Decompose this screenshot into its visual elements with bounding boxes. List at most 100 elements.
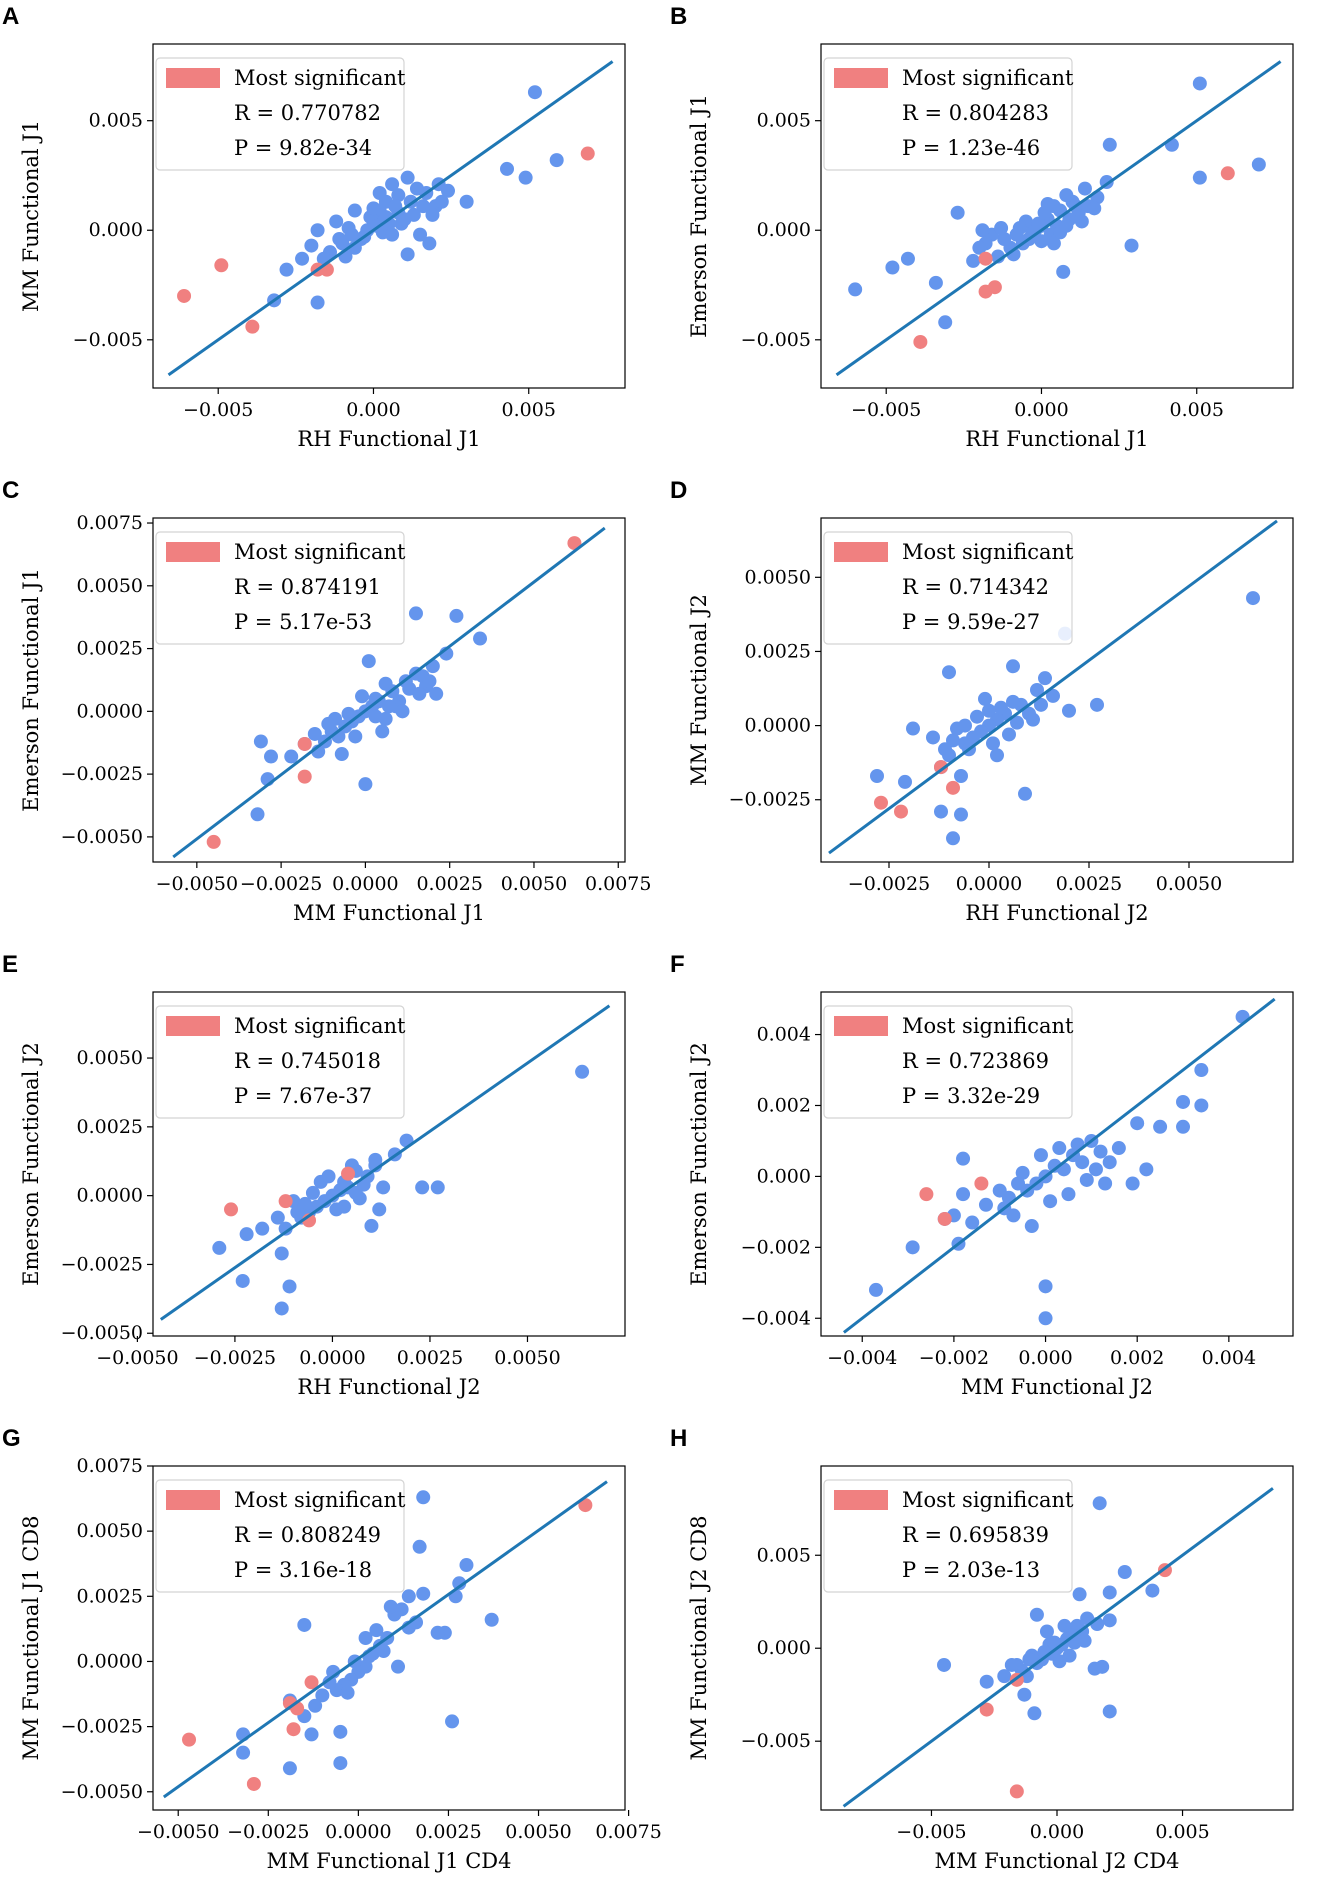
data-point <box>1074 214 1089 229</box>
data-point <box>942 665 956 680</box>
data-point <box>413 227 428 242</box>
panel-letter: A <box>2 3 19 30</box>
significant-point <box>182 1732 197 1747</box>
x-tick-label: 0.0050 <box>494 1347 560 1369</box>
data-point <box>430 1625 445 1640</box>
data-point <box>1102 1704 1117 1719</box>
data-point <box>1046 236 1061 251</box>
legend-swatch <box>834 1490 888 1510</box>
data-point <box>870 769 884 783</box>
legend-label: Most significant <box>234 540 406 564</box>
significant-point <box>937 1211 952 1226</box>
data-point <box>946 831 960 846</box>
y-axis-label: Emerson Functional J2 <box>19 1042 43 1286</box>
chart-svg: E −0.0050 −0.0025 0.0000 0.0025 0.0050 −0.0050… <box>2 951 626 1399</box>
data-point <box>304 238 319 253</box>
data-point <box>956 1151 971 1166</box>
axes-frame <box>820 43 1294 389</box>
data-point <box>310 223 325 238</box>
y-axis-label: MM Functional J2 <box>687 594 711 786</box>
significant-point <box>297 736 312 751</box>
data-point <box>1027 1706 1042 1721</box>
plot-area <box>842 997 1276 1334</box>
data-point <box>575 1064 590 1079</box>
data-point <box>1057 1618 1072 1633</box>
data-point <box>290 1205 305 1220</box>
y-tick-label: 0.0025 <box>77 1116 143 1138</box>
data-point <box>1006 694 1020 709</box>
data-point <box>397 212 412 227</box>
panel-e: E −0.0050 −0.0025 0.0000 0.0025 0.0050 −0.0050… <box>0 948 668 1422</box>
legend-r-value: R = 0.695839 <box>902 1523 1049 1547</box>
data-point <box>348 729 363 744</box>
data-point <box>358 1631 373 1645</box>
data-point <box>965 1215 980 1230</box>
data-point <box>1006 659 1020 674</box>
data-point <box>484 1612 499 1627</box>
data-point <box>415 1180 430 1195</box>
legend-swatch <box>834 1016 888 1036</box>
significant-point <box>304 1675 319 1690</box>
chart-svg: D −0.0025 0.0000 0.0025 0.0050 −0.0025 0.0000 0… <box>670 477 1294 925</box>
x-tick-label: −0.0025 <box>848 873 930 895</box>
significant-point <box>874 795 888 810</box>
data-point <box>1145 1583 1160 1598</box>
data-point <box>364 1218 379 1233</box>
legend-p-value: P = 7.67e-37 <box>234 1084 372 1108</box>
y-tick-label: 0.005 <box>757 110 811 132</box>
data-point <box>452 1576 467 1591</box>
x-axis-label: RH Functional J1 <box>297 427 480 451</box>
data-point <box>1176 1094 1191 1109</box>
data-point <box>1130 1116 1145 1131</box>
data-point <box>368 1152 383 1167</box>
data-point <box>255 1221 270 1236</box>
x-tick-label: −0.0025 <box>240 873 322 895</box>
data-point <box>954 807 968 822</box>
data-point <box>441 183 455 198</box>
x-tick-label: 0.005 <box>1170 399 1224 421</box>
y-axis-label: Emerson Functional J1 <box>19 568 43 812</box>
data-point <box>295 251 310 266</box>
data-point <box>369 1623 384 1638</box>
data-point <box>400 170 415 185</box>
y-tick-label: 0.0025 <box>77 638 143 660</box>
significant-point <box>894 804 908 819</box>
y-tick-label: 0.000 <box>757 1165 811 1187</box>
x-tick-label: 0.0025 <box>1056 873 1122 895</box>
legend-label: Most significant <box>902 1488 1074 1512</box>
data-point <box>1124 238 1139 253</box>
y-tick-label: −0.004 <box>741 1307 811 1329</box>
data-point <box>422 674 437 689</box>
y-tick-label: 0.000 <box>757 219 811 241</box>
chart-svg: A −0.005 0.000 0.005 −0.005 0.000 0.005 RH Func… <box>2 3 626 451</box>
data-point <box>385 227 400 242</box>
data-point <box>1038 671 1052 686</box>
significant-point <box>578 1498 593 1513</box>
legend-label: Most significant <box>902 540 1074 564</box>
x-axis-label: RH Functional J2 <box>297 1375 480 1399</box>
y-axis-label: Emerson Functional J2 <box>687 1042 711 1286</box>
panel-c: C −0.0050 −0.0025 0.0000 0.0025 0.0050 0.0075−… <box>0 474 668 948</box>
data-point <box>321 1169 336 1184</box>
x-tick-label: 0.005 <box>1155 1821 1209 1843</box>
data-point <box>1024 1219 1039 1234</box>
y-tick-label: −0.0050 <box>61 1322 143 1344</box>
regression-line <box>842 1487 1274 1808</box>
y-tick-label: 0.0075 <box>77 512 143 534</box>
legend-p-value: P = 9.59e-27 <box>902 610 1040 634</box>
data-point <box>992 1183 1007 1198</box>
chart-svg: G −0.0050 −0.0025 0.0000 0.0025 0.0050 0.0075 −… <box>2 1425 662 1873</box>
data-point <box>1192 76 1207 91</box>
significant-point <box>913 334 928 349</box>
data-point <box>449 608 464 623</box>
data-point <box>372 1202 387 1217</box>
x-axis-label: MM Functional J2 <box>961 1375 1153 1399</box>
data-point <box>329 214 344 229</box>
data-point <box>934 804 948 819</box>
panel-h: H −0.005 0.000 0.005 −0.005 0.000 0.005 MM Func… <box>668 1422 1336 1896</box>
plot-area <box>167 60 614 377</box>
significant-point <box>246 1776 261 1791</box>
axes-frame <box>152 517 626 863</box>
data-point <box>956 1187 971 1202</box>
